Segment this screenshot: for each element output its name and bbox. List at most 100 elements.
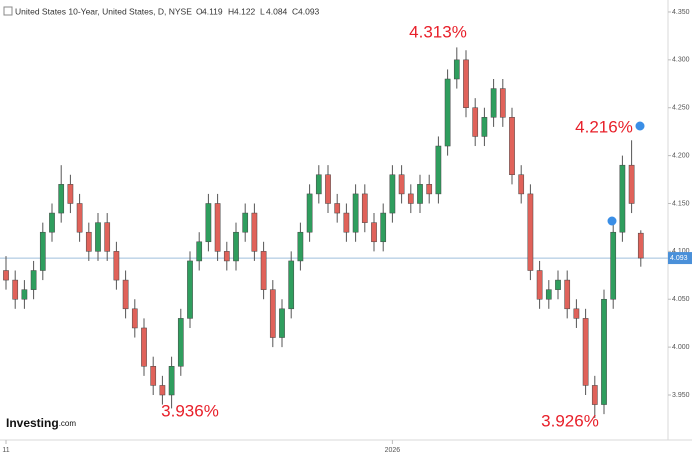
- candle-body: [398, 174, 405, 195]
- candle-body: [435, 145, 442, 195]
- candle-body: [12, 279, 19, 300]
- ohlc-value: 4.084: [266, 6, 288, 16]
- candle-body: [545, 289, 552, 300]
- candle-body: [463, 59, 469, 108]
- candle-body: [58, 184, 65, 214]
- candle-body: [417, 184, 423, 204]
- candle-body: [472, 107, 479, 137]
- candle-body: [67, 184, 74, 204]
- ohlc-value: 4.122: [234, 6, 256, 16]
- ohlc-key: H: [228, 6, 234, 16]
- candle-body: [177, 318, 184, 367]
- annotation: 3.926%: [541, 411, 599, 430]
- y-tick-label: 4.300: [672, 57, 690, 64]
- candle-body: [361, 193, 368, 223]
- candle-body: [610, 231, 617, 300]
- y-tick-label: 4.000: [672, 344, 690, 351]
- candle-body: [444, 78, 451, 147]
- candle-body: [288, 260, 295, 310]
- candle-body: [564, 279, 571, 310]
- logo: Investing.com: [6, 416, 76, 430]
- candle-body: [150, 366, 157, 386]
- y-tick-label: 4.200: [672, 152, 690, 159]
- candle-body: [251, 212, 258, 252]
- logo-suffix: .com: [59, 419, 77, 428]
- candle-body: [389, 174, 396, 214]
- candle-body: [223, 251, 230, 262]
- candle-body: [371, 222, 377, 243]
- ohlc-value: 4.119: [202, 6, 223, 16]
- candle-body: [582, 318, 589, 386]
- candle-body: [297, 231, 304, 262]
- ohlc-header: O 4.119 H 4.122 L 4.084 C 4.093: [196, 6, 320, 16]
- candle-body: [196, 241, 203, 262]
- candle-body: [343, 212, 350, 233]
- candle-body: [122, 279, 129, 310]
- candle-body: [39, 231, 46, 271]
- candle-body: [619, 164, 626, 233]
- annotation: 4.216%: [575, 117, 633, 136]
- candle-body: [104, 222, 111, 252]
- candle-body: [325, 174, 331, 204]
- candle-body: [426, 184, 433, 195]
- ohlc-value: 4.093: [298, 6, 320, 16]
- candle-body: [509, 117, 515, 176]
- candle-body: [490, 88, 497, 118]
- candle-body: [260, 251, 267, 290]
- ohlc-key: O: [196, 6, 203, 16]
- candle-body: [168, 366, 175, 396]
- last-price-tag: [668, 252, 692, 265]
- logo-brand: Investing: [6, 416, 59, 430]
- candle-body: [527, 193, 534, 271]
- candle-body: [279, 308, 285, 338]
- candle-body: [113, 251, 120, 281]
- candle-body: [573, 308, 580, 319]
- candle-body: [30, 270, 37, 290]
- y-tick-label: 4.150: [672, 200, 690, 207]
- candle-body: [628, 164, 635, 204]
- candle-body: [315, 174, 322, 195]
- ohlc-key: L: [260, 6, 265, 16]
- candle-body: [141, 327, 147, 367]
- candle-body: [233, 231, 239, 262]
- candle-body: [453, 59, 460, 80]
- event-marker: [607, 216, 617, 226]
- x-tick-label: 2026: [385, 447, 401, 454]
- candle-body: [242, 212, 249, 233]
- annotation: 4.313%: [409, 22, 467, 41]
- candle-body: [407, 193, 414, 204]
- collapse-icon[interactable]: [3, 6, 13, 16]
- candle-body: [518, 174, 525, 195]
- candle-body: [3, 270, 9, 281]
- candle-body: [49, 212, 55, 233]
- candle-body: [499, 88, 506, 118]
- y-tick-label: 4.050: [672, 296, 690, 303]
- annotation: 3.936%: [161, 401, 219, 420]
- candle-body: [21, 289, 28, 300]
- candle-body: [95, 222, 101, 252]
- y-tick-label: 4.350: [672, 9, 690, 16]
- candle-body: [76, 203, 83, 233]
- ohlc-key: C: [292, 6, 298, 16]
- candle-body: [536, 270, 543, 300]
- candle-body: [380, 212, 387, 243]
- candle-body: [131, 308, 138, 329]
- y-tick-label: 3.950: [672, 392, 690, 399]
- candle-body: [214, 203, 221, 252]
- candle-body: [637, 232, 644, 259]
- candle-body: [334, 203, 341, 214]
- last-price-label: 4.093: [670, 255, 688, 262]
- y-tick-label: 4.100: [672, 248, 690, 255]
- candle-body: [481, 117, 488, 137]
- candle-body: [306, 193, 313, 233]
- candle-body: [601, 298, 607, 405]
- candle-body: [555, 279, 561, 290]
- candle-body: [205, 203, 212, 243]
- y-tick-label: 4.250: [672, 105, 690, 112]
- candle-body: [159, 385, 166, 396]
- candle-body: [352, 193, 359, 233]
- chart-title: United States 10-Year, United States, D,…: [15, 6, 192, 16]
- x-tick-label: 11: [2, 447, 9, 454]
- candle-body: [269, 289, 276, 338]
